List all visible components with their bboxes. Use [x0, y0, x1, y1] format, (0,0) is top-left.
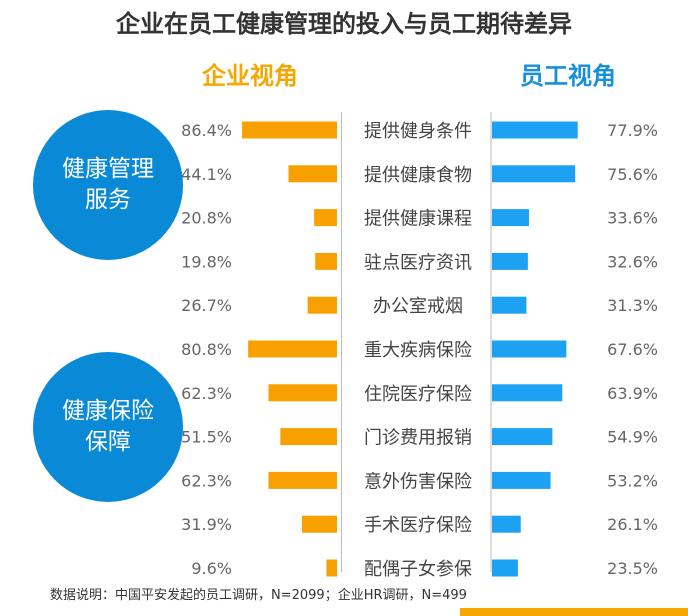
- enterprise-value-label: 26.7%: [181, 296, 232, 315]
- employee-bar: [492, 471, 551, 489]
- group-circle-health-insurance: 健康保险保障: [33, 352, 183, 502]
- enterprise-value-label: 62.3%: [181, 384, 232, 403]
- enterprise-value-label: 86.4%: [181, 121, 232, 140]
- category-label: 门诊费用报销: [364, 428, 472, 449]
- employee-value-label: 23.5%: [607, 559, 658, 578]
- enterprise-bar: [314, 209, 337, 227]
- employee-header: 员工视角: [520, 62, 616, 90]
- employee-value-label: 31.3%: [607, 296, 658, 315]
- enterprise-bar: [288, 165, 337, 183]
- category-label: 住院医疗保险: [364, 384, 472, 405]
- enterprise-value-label: 20.8%: [181, 209, 232, 228]
- category-label: 驻点医疗资讯: [364, 252, 472, 273]
- employee-bar: [492, 384, 563, 402]
- enterprise-bar: [268, 384, 337, 402]
- category-label: 提供健身条件: [364, 121, 472, 142]
- employee-bar: [492, 515, 521, 533]
- enterprise-value-label: 9.6%: [191, 559, 232, 578]
- employee-value-label: 54.9%: [607, 428, 658, 447]
- enterprise-bar: [301, 515, 337, 533]
- enterprise-value-label: 44.1%: [181, 165, 232, 184]
- enterprise-value-label: 19.8%: [181, 252, 232, 271]
- enterprise-bar: [307, 296, 337, 314]
- enterprise-bar: [241, 121, 337, 139]
- employee-value-label: 33.6%: [607, 209, 658, 228]
- enterprise-value-label: 80.8%: [181, 340, 232, 359]
- employee-bar: [492, 559, 518, 577]
- employee-bar: [492, 252, 528, 270]
- employee-bar: [492, 296, 527, 314]
- group-circle-health-service: 健康管理服务: [33, 110, 183, 260]
- employee-bar: [492, 428, 553, 446]
- category-label: 办公室戒烟: [373, 296, 463, 317]
- category-label: 意外伤害保险: [364, 471, 472, 492]
- employee-value-label: 53.2%: [607, 471, 658, 490]
- accent-bar: [460, 608, 688, 616]
- category-label: 手术医疗保险: [364, 515, 472, 536]
- footnote: 数据说明：中国平安发起的员工调研，N=2099；企业HR调研，N=499: [50, 588, 467, 603]
- group-label-health-insurance: 健康保险保障: [62, 398, 154, 455]
- employee-value-label: 63.9%: [607, 384, 658, 403]
- enterprise-value-label: 51.5%: [181, 428, 232, 447]
- enterprise-bar: [248, 340, 337, 358]
- enterprise-bar: [315, 252, 337, 270]
- enterprise-bar: [280, 428, 337, 446]
- employee-value-label: 67.6%: [607, 340, 658, 359]
- employee-bar: [492, 165, 576, 183]
- enterprise-bar: [268, 471, 337, 489]
- left-divider: [341, 112, 342, 572]
- employee-value-label: 75.6%: [607, 165, 658, 184]
- employee-bar: [492, 121, 578, 139]
- enterprise-header: 企业视角: [202, 62, 298, 90]
- enterprise-value-label: 62.3%: [181, 471, 232, 490]
- employee-bar: [492, 209, 529, 227]
- employee-value-label: 26.1%: [607, 515, 658, 534]
- category-label: 重大疾病保险: [364, 340, 472, 361]
- enterprise-bar: [326, 559, 337, 577]
- employee-value-label: 32.6%: [607, 252, 658, 271]
- chart-title: 企业在员工健康管理的投入与员工期待差异: [116, 10, 572, 38]
- category-label: 提供健康课程: [364, 209, 472, 230]
- category-label: 提供健康食物: [364, 165, 472, 186]
- enterprise-value-label: 31.9%: [181, 515, 232, 534]
- category-label: 配偶子女参保: [364, 559, 472, 580]
- group-label-health-service: 健康管理服务: [62, 156, 154, 213]
- employee-bar: [492, 340, 567, 358]
- employee-value-label: 77.9%: [607, 121, 658, 140]
